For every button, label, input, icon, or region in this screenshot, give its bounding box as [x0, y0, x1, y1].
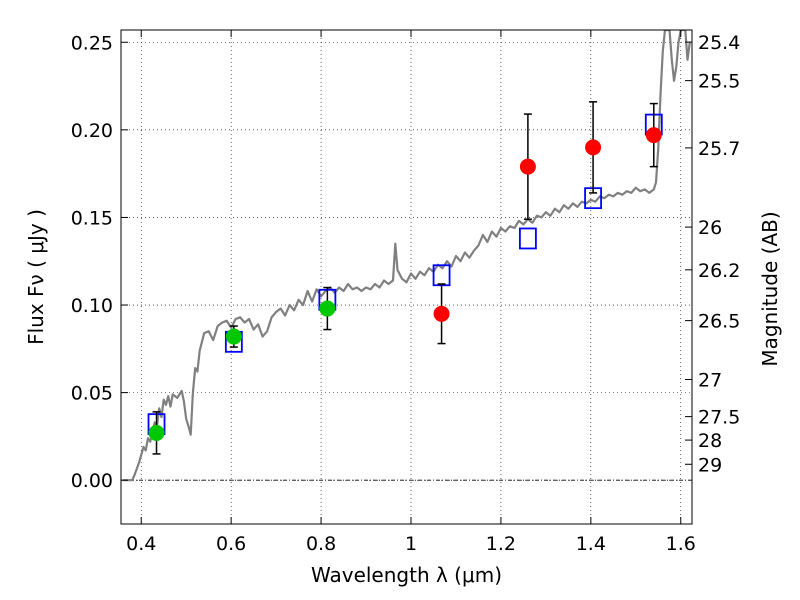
- x-tick-label: 1: [405, 533, 417, 555]
- model-spectrum: [123, 30, 691, 482]
- x-tick-label: 1.6: [666, 533, 696, 555]
- grid: [121, 30, 692, 524]
- y-tick-label: 0.00: [71, 470, 113, 492]
- y2-tick-label: 26.2: [698, 260, 740, 282]
- y-tick-label: 0.20: [71, 120, 113, 142]
- y2-tick-label: 25.4: [698, 32, 740, 54]
- y-axis-label: Flux Fν ( μJy ): [24, 209, 48, 345]
- circle-marker: [148, 424, 165, 441]
- axis-ticks: 0.4 0.6 0.8 1 1.2 1.4 1.6 0.00 0.05 0.10 0.15 0.20 0…: [71, 30, 740, 555]
- y-tick-label: 0.25: [71, 32, 113, 54]
- y-tick-label: 0.15: [71, 207, 113, 229]
- error-bars: [152, 101, 658, 455]
- x-tick-label: 0.4: [126, 533, 156, 555]
- x-tick-label: 1.4: [576, 533, 606, 555]
- circle-marker: [519, 158, 536, 175]
- model-photometry-points: [147, 113, 663, 436]
- y2-tick-label: 27.5: [698, 407, 740, 429]
- x-axis-label: Wavelength λ (μm): [311, 563, 502, 587]
- y2-tick-label: 26: [698, 217, 722, 239]
- circle-marker: [645, 127, 662, 144]
- x-tick-label: 0.6: [216, 533, 246, 555]
- y-tick-label: 0.10: [71, 295, 113, 317]
- square-marker: [518, 227, 537, 250]
- circle-marker: [319, 300, 336, 317]
- plot-frame: [120, 29, 693, 525]
- x-tick-label: 1.2: [486, 533, 516, 555]
- observed-points: [148, 127, 662, 441]
- circle-marker: [225, 328, 242, 345]
- circle-marker: [585, 139, 602, 156]
- spectrum-line: [123, 30, 691, 482]
- y2-tick-label: 28: [698, 430, 722, 452]
- y2-tick-label: 26.5: [698, 311, 740, 333]
- y2-axis-label: Magnitude (AB): [758, 211, 782, 366]
- y2-tick-label: 25.5: [698, 71, 740, 93]
- y-tick-label: 0.05: [71, 383, 113, 405]
- y2-tick-label: 25.7: [698, 138, 740, 160]
- y2-tick-label: 27: [698, 369, 722, 391]
- y2-tick-label: 29: [698, 454, 722, 476]
- x-tick-label: 0.8: [306, 533, 336, 555]
- circle-marker: [433, 305, 450, 322]
